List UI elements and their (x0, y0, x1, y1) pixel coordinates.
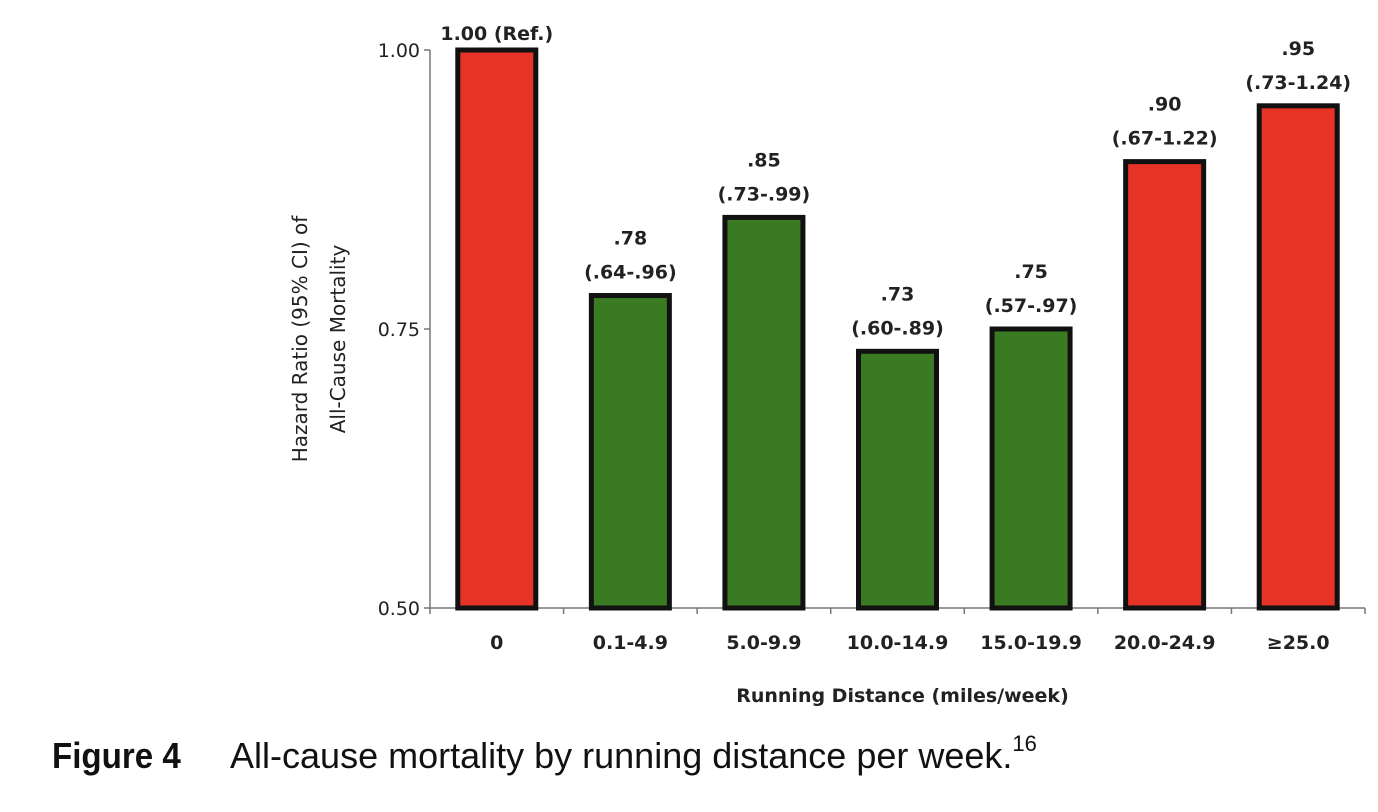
x-tick-label: ≥25.0 (1267, 632, 1330, 654)
ci-label: (.57-.97) (985, 295, 1078, 317)
value-label: .73 (881, 283, 915, 305)
figure-label: Figure 4 (52, 735, 181, 776)
caption-reference: 16 (1012, 731, 1037, 756)
value-label: .75 (1014, 261, 1048, 283)
bar (1256, 103, 1340, 611)
ci-label: (.73-.99) (718, 183, 811, 205)
y-tick-label: 1.00 (378, 40, 420, 62)
ci-label: (.60-.89) (851, 317, 944, 339)
y-tick-label: 0.75 (378, 319, 420, 341)
y-tick-label: 0.50 (378, 598, 420, 620)
figure-caption: Figure 4 All-cause mortality by running d… (52, 731, 1037, 777)
x-tick-label: 0 (490, 632, 503, 654)
caption-text: All-cause mortality by running distance … (230, 735, 1013, 776)
bar (455, 47, 539, 611)
y-axis-title: All-Cause Mortality (326, 245, 350, 434)
value-label: .90 (1148, 94, 1182, 116)
x-tick-label: 0.1-4.9 (593, 632, 668, 654)
chart-labels: 0 1.00 (Ref.) 0.1-4.9 .78 (.64-.96) 5.0-9.9 .8… (440, 23, 1351, 707)
x-tick-label: 20.0-24.9 (1114, 632, 1216, 654)
x-tick-label: 10.0-14.9 (847, 632, 949, 654)
y-axis-title: Hazard Ratio (95% CI) of (288, 215, 312, 463)
bar (722, 214, 806, 611)
ci-label: (.73-1.24) (1245, 72, 1351, 94)
value-label: 1.00 (Ref.) (440, 23, 553, 45)
bar (856, 348, 939, 611)
x-tick-label: 5.0-9.9 (726, 632, 801, 654)
x-axis-title: Running Distance (miles/week) (736, 685, 1069, 707)
value-label: .95 (1281, 38, 1315, 60)
value-label: .85 (747, 149, 781, 171)
bar (588, 293, 672, 611)
ci-label: (.64-.96) (584, 262, 677, 284)
bar (989, 326, 1073, 611)
x-tick-label: 15.0-19.9 (980, 632, 1082, 654)
chart-axes: 0.50 0.75 1.00 Hazard Ratio (95% CI) of All-… (288, 40, 1366, 620)
figure-caption-text: All-cause mortality by running distance … (230, 731, 1037, 777)
value-label: .78 (614, 228, 648, 250)
ci-label: (.67-1.22) (1112, 128, 1218, 150)
bar (1123, 159, 1207, 611)
chart-bars (455, 47, 1340, 611)
